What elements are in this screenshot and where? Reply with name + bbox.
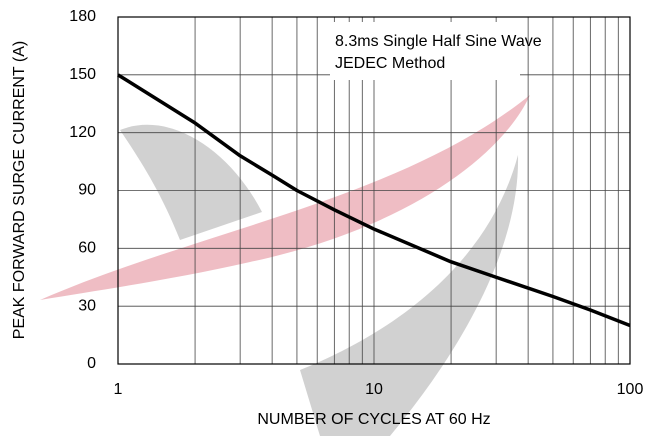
annotation: 8.3ms Single Half Sine Wave xyxy=(335,33,542,50)
y-tick-label: 120 xyxy=(69,124,96,141)
y-tick-label: 0 xyxy=(87,355,96,372)
data-line xyxy=(117,73,631,328)
watermark xyxy=(40,95,530,436)
annotation-box xyxy=(330,22,520,80)
plot-frame xyxy=(117,16,631,365)
watermark-gray xyxy=(300,155,519,436)
x-tick-label: 10 xyxy=(365,381,383,398)
y-axis-label: PEAK FORWARD SURGE CURRENT (A) xyxy=(11,41,28,339)
x-axis-label: NUMBER OF CYCLES AT 60 Hz xyxy=(257,411,490,428)
y-tick-label: 180 xyxy=(69,8,96,25)
x-tick-label: 1 xyxy=(114,381,123,398)
x-tick-label: 100 xyxy=(617,381,644,398)
watermark-gray xyxy=(120,124,262,240)
annotation: JEDEC Method xyxy=(335,55,445,72)
y-tick-label: 150 xyxy=(69,66,96,83)
y-tick-label: 90 xyxy=(78,182,96,199)
y-tick-label: 30 xyxy=(78,297,96,314)
y-tick-label: 60 xyxy=(78,240,96,257)
